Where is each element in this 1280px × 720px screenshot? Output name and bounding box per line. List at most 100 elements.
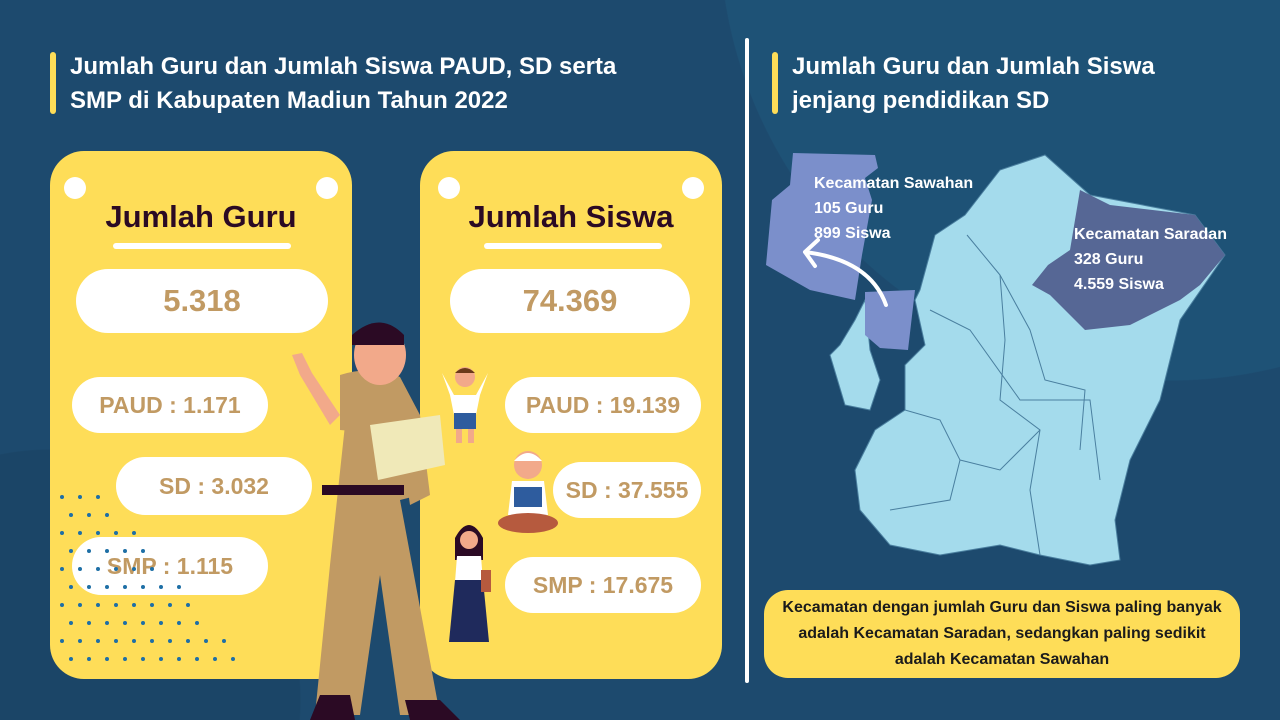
decorative-dot bbox=[96, 567, 100, 571]
siswa-heading: Jumlah Siswa bbox=[468, 199, 674, 234]
decorative-dot bbox=[159, 657, 163, 661]
decorative-dot bbox=[150, 567, 154, 571]
decorative-dot bbox=[69, 585, 73, 589]
decorative-dot bbox=[150, 603, 154, 607]
decorative-dot bbox=[78, 567, 82, 571]
decorative-dot bbox=[177, 657, 181, 661]
decorative-dot bbox=[222, 639, 226, 643]
decorative-dot bbox=[195, 621, 199, 625]
saradan-guru: 328 Guru bbox=[1074, 251, 1144, 268]
decorative-dot bbox=[177, 621, 181, 625]
siswa-paud: PAUD : 19.139 bbox=[505, 377, 701, 433]
right-title-line2: jenjang pendidikan SD bbox=[792, 87, 1050, 114]
map-region-sawahan bbox=[766, 153, 915, 350]
decorative-dot bbox=[168, 639, 172, 643]
decorative-dot bbox=[69, 621, 73, 625]
guru-paud: PAUD : 1.171 bbox=[72, 377, 268, 433]
card-hole bbox=[316, 177, 338, 199]
decorative-dot bbox=[60, 531, 64, 535]
section-divider bbox=[745, 38, 749, 683]
left-title-line1: Jumlah Guru dan Jumlah Siswa PAUD, SD se… bbox=[70, 53, 617, 80]
guru-heading: Jumlah Guru bbox=[105, 199, 297, 234]
decorative-dot bbox=[96, 495, 100, 499]
sawahan-label: Kecamatan Sawahan 105 Guru 899 Siswa bbox=[814, 171, 973, 246]
decorative-dot bbox=[141, 585, 145, 589]
decorative-dot bbox=[141, 549, 145, 553]
saradan-siswa: 4.559 Siswa bbox=[1074, 276, 1164, 293]
decorative-dot bbox=[78, 603, 82, 607]
decorative-dot bbox=[123, 657, 127, 661]
decorative-dot bbox=[186, 603, 190, 607]
decorative-dot bbox=[105, 657, 109, 661]
decorative-dot bbox=[159, 585, 163, 589]
right-title-line1: Jumlah Guru dan Jumlah Siswa bbox=[792, 53, 1155, 80]
right-title: Jumlah Guru dan Jumlah Siswa jenjang pen… bbox=[772, 50, 1155, 118]
decorative-dot bbox=[87, 657, 91, 661]
guru-total: 5.318 bbox=[76, 269, 328, 333]
saradan-label: Kecamatan Saradan 328 Guru 4.559 Siswa bbox=[1074, 222, 1227, 297]
decorative-dot bbox=[213, 657, 217, 661]
decorative-dot bbox=[114, 531, 118, 535]
decorative-dot bbox=[123, 585, 127, 589]
decorative-dot bbox=[150, 639, 154, 643]
decorative-dot bbox=[114, 567, 118, 571]
saradan-name: Kecamatan Saradan bbox=[1074, 226, 1227, 243]
map-region-saradan bbox=[1032, 190, 1225, 330]
decorative-dot bbox=[123, 549, 127, 553]
teacher-illustration bbox=[292, 322, 460, 720]
student-girl-illustration bbox=[449, 525, 491, 642]
sawahan-name: Kecamatan Sawahan bbox=[814, 175, 974, 192]
decorative-dot bbox=[168, 603, 172, 607]
guru-smp: SMP : 1.115 bbox=[72, 537, 268, 595]
left-title: Jumlah Guru dan Jumlah Siswa PAUD, SD se… bbox=[50, 50, 616, 118]
decorative-dot bbox=[69, 549, 73, 553]
decorative-dot bbox=[78, 531, 82, 535]
decorative-dot bbox=[96, 531, 100, 535]
decorative-dot bbox=[60, 603, 64, 607]
decorative-dot bbox=[96, 603, 100, 607]
decorative-dot bbox=[141, 621, 145, 625]
student-boy-illustration bbox=[442, 367, 488, 443]
guru-underline bbox=[113, 243, 291, 249]
siswa-total: 74.369 bbox=[450, 269, 690, 333]
decorative-dot bbox=[60, 495, 64, 499]
decorative-dot bbox=[114, 639, 118, 643]
guru-sd: SD : 3.032 bbox=[116, 457, 312, 515]
decorative-dot bbox=[141, 657, 145, 661]
decorative-dot bbox=[123, 621, 127, 625]
decorative-dot bbox=[105, 585, 109, 589]
decorative-dot bbox=[132, 531, 136, 535]
decorative-dot bbox=[231, 657, 235, 661]
sawahan-siswa: 899 Siswa bbox=[814, 225, 891, 242]
decorative-dot bbox=[78, 495, 82, 499]
sawahan-guru: 105 Guru bbox=[814, 200, 884, 217]
card-hole bbox=[64, 177, 86, 199]
decorative-dot bbox=[78, 639, 82, 643]
decorative-dot bbox=[114, 603, 118, 607]
decorative-dot bbox=[105, 621, 109, 625]
decorative-dot bbox=[132, 567, 136, 571]
card-hole bbox=[682, 177, 704, 199]
decorative-dot bbox=[186, 639, 190, 643]
decorative-dot bbox=[87, 585, 91, 589]
decorative-dot bbox=[159, 621, 163, 625]
decorative-dot bbox=[132, 639, 136, 643]
decorative-dot bbox=[69, 513, 73, 517]
siswa-smp: SMP : 17.675 bbox=[505, 557, 701, 613]
siswa-sd: SD : 37.555 bbox=[553, 462, 701, 518]
decorative-dot bbox=[105, 549, 109, 553]
decorative-dot bbox=[87, 549, 91, 553]
card-hole bbox=[438, 177, 460, 199]
decorative-dot bbox=[60, 639, 64, 643]
madiun-map bbox=[766, 153, 1226, 566]
decorative-dot bbox=[87, 621, 91, 625]
arrow-icon bbox=[803, 238, 888, 307]
summary-note: Kecamatan dengan jumlah Guru dan Siswa p… bbox=[764, 590, 1240, 678]
decorative-dot bbox=[132, 603, 136, 607]
decorative-dot bbox=[195, 657, 199, 661]
decorative-dot bbox=[204, 639, 208, 643]
student-reading-illustration bbox=[498, 451, 558, 533]
decorative-dot bbox=[60, 567, 64, 571]
decorative-dot bbox=[177, 585, 181, 589]
left-title-line2: SMP di Kabupaten Madiun Tahun 2022 bbox=[70, 87, 508, 114]
